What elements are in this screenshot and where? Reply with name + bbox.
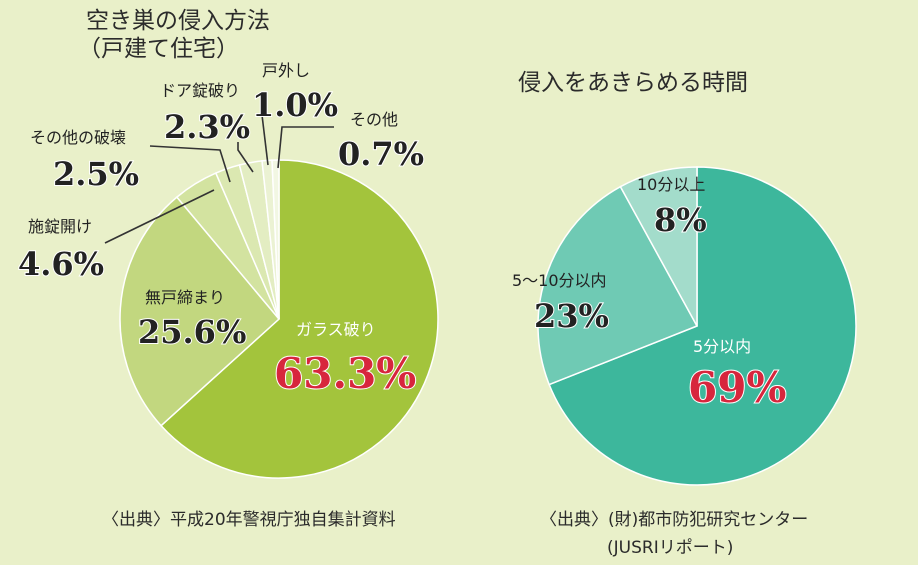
pie1-label-door-lock: ドア錠破り [160,81,240,100]
pie1-value-glass-breaking: 63.3% [274,349,416,398]
leader-line-door-lock [237,142,254,173]
pie2-label-5-to-10: 5〜10分以内 [512,271,607,290]
pie1-label-door-removal: 戸外し [262,61,310,80]
pie1-value-door-lock: 2.3% [164,108,250,146]
pie2-value-within-5: 69% [688,363,786,412]
pie2-label-over-10: 10分以上 [637,175,705,194]
pie2-slice-2 [619,166,698,327]
pie2-title: 侵入をあきらめる時間 [518,70,748,96]
pie1-subtitle: （戸建て住宅） [78,36,239,62]
leader-line-lock-picking [104,189,215,244]
pie1-label-other: その他 [350,110,398,129]
pie1-value-other-destruction: 2.5% [53,155,139,193]
pie2-chart [537,166,857,486]
pie1-value-door-removal: 1.0% [252,86,338,124]
pie2-value-5-to-10: 23% [534,297,609,335]
leader-line-other [277,126,334,169]
pie1-chart [119,159,439,479]
pie1-label-glass-breaking: ガラス破り [296,320,376,339]
pie1-value-unlocked: 25.6% [138,313,246,351]
pie1-title: 空き巣の侵入方法 [86,8,270,34]
leader-line-door-removal [261,114,269,166]
pie1-source: 〈出典〉平成20年警視庁独自集計資料 [102,510,396,530]
pie2-slice-1 [537,185,699,386]
pie1-leader-lines [104,114,334,244]
pie2-slice-0 [548,166,857,486]
pie1-label-other-destruction: その他の破壊 [30,128,126,147]
pie1-label-unlocked: 無戸締まり [145,288,225,307]
pie1-label-lock-picking: 施錠開け [28,217,92,236]
leader-line-other-destruction [149,145,231,183]
pie2-source: 〈出典〉(財)都市防犯研究センター [540,510,808,530]
pie1-value-other: 0.7% [338,135,424,173]
pie2-value-over-10: 8% [654,201,707,239]
pie1-slice-0 [159,159,439,479]
pie1-value-lock-picking: 4.6% [18,245,104,283]
pie2-label-within-5: 5分以内 [693,337,751,356]
pie2-source-note: (JUSRIリポート) [607,538,733,558]
